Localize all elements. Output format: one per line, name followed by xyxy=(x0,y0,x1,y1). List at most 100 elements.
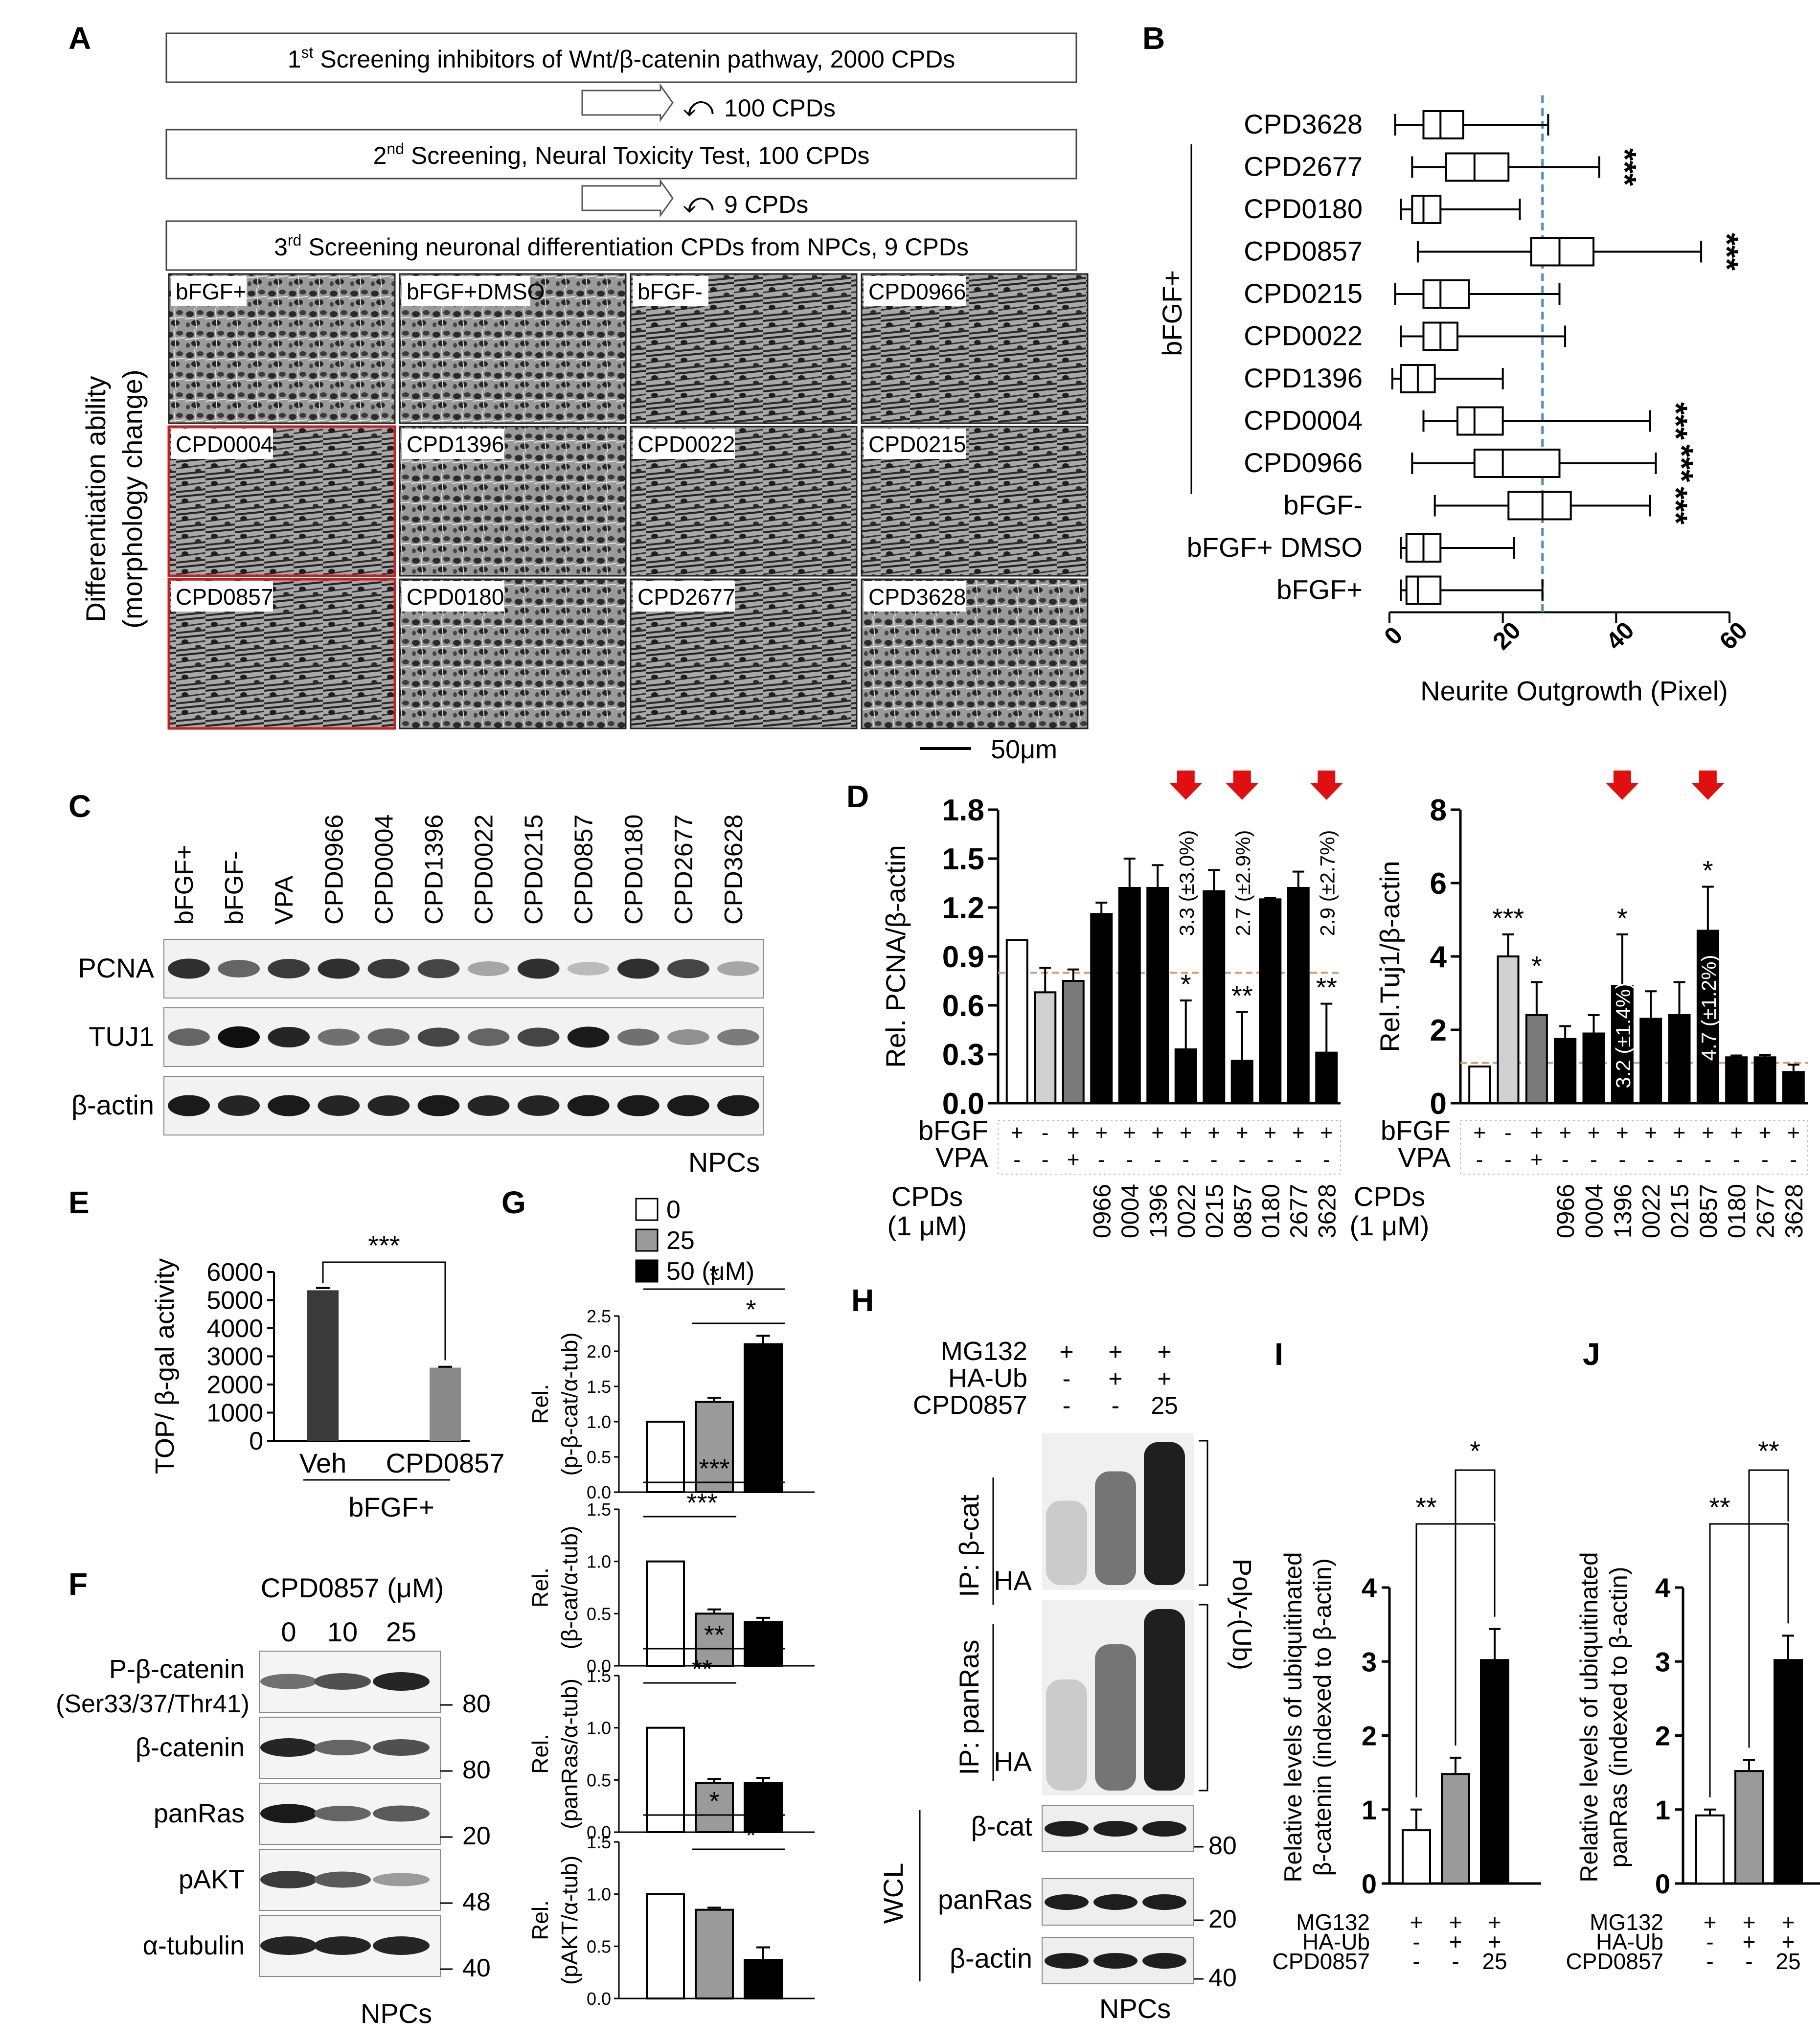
bar xyxy=(1611,985,1634,1104)
y-axis-title: (pAKT/α-tub) xyxy=(557,1856,582,1985)
category-label: CPD0857 xyxy=(1244,236,1363,267)
y-axis-title: Rel. PCNA/β-actin xyxy=(880,845,911,1067)
row-value: + xyxy=(1449,1909,1462,1935)
significance: *** xyxy=(1492,903,1524,933)
tile-label: bFGF+DMSO xyxy=(407,279,545,304)
row-value: + xyxy=(1730,1121,1743,1145)
row-value: - xyxy=(1267,1148,1274,1172)
row-value: - xyxy=(1590,1148,1597,1172)
significance: * xyxy=(1181,969,1191,999)
blot-label: β-actin xyxy=(71,1090,154,1120)
category-label: CPD0004 xyxy=(1244,405,1363,436)
blot-band xyxy=(1093,1894,1138,1910)
y-axis-title: Relative levels of ubiquitinated xyxy=(1279,1552,1307,1882)
significance: * xyxy=(1470,1435,1480,1466)
significance: ** xyxy=(1709,1492,1730,1522)
mw-label: 20 xyxy=(462,1822,491,1850)
micrograph-grid: bFGF+ bFGF+DMSO bFGF- CPD0966 CPD0004 CPD1396… xyxy=(167,273,1089,730)
bar xyxy=(1146,887,1169,1104)
y-tick-label: 1.5 xyxy=(587,1832,611,1852)
condition-grid xyxy=(998,1120,1341,1175)
row-value: - xyxy=(1412,1949,1420,1974)
y-tick-label: 4 xyxy=(1362,1572,1377,1603)
row-value: - xyxy=(1295,1148,1302,1172)
cpd-label: 0022 xyxy=(1173,1184,1200,1238)
blot-band xyxy=(260,1871,317,1888)
row-value: - xyxy=(1323,1148,1330,1172)
blot-band xyxy=(268,1027,310,1047)
significance: *** xyxy=(1663,444,1700,482)
row-value: + xyxy=(1644,1121,1657,1145)
bar xyxy=(646,1726,685,1834)
blot-band xyxy=(168,1095,210,1116)
row-value: + xyxy=(1530,1148,1543,1172)
bar xyxy=(1090,913,1113,1105)
tile-label: CPD3628 xyxy=(868,584,966,610)
cell-label: NPCs xyxy=(1099,1993,1171,2024)
bracket xyxy=(1199,1604,1208,1792)
blot-band xyxy=(260,1804,317,1823)
y-tick-label: 0 xyxy=(1430,1087,1447,1121)
row-value: + xyxy=(1011,1121,1024,1145)
row-label: (1 μM) xyxy=(1350,1210,1430,1241)
cpd-label: 0857 xyxy=(1695,1184,1722,1238)
cpd-label: 3628 xyxy=(1313,1184,1341,1238)
tile-label-bg xyxy=(864,581,966,612)
bar xyxy=(1668,1014,1691,1104)
row-label: HA-Ub xyxy=(1596,1929,1663,1954)
cpd-label: 2677 xyxy=(1752,1184,1779,1238)
y-tick-label: 0.0 xyxy=(942,1087,984,1121)
y-tick-label: 0.0 xyxy=(587,1656,611,1676)
row-value: - xyxy=(1210,1148,1218,1172)
legend-swatch xyxy=(635,1228,659,1252)
blot-band xyxy=(467,961,510,976)
wcl-label: WCL xyxy=(878,1863,909,1924)
row-label: HA-Ub xyxy=(948,1363,1027,1393)
row-label: bFGF xyxy=(1381,1115,1451,1146)
y-tick-label: 1 xyxy=(1362,1794,1377,1825)
legend-swatch xyxy=(635,1198,659,1221)
box xyxy=(1422,279,1470,309)
x-tick-label: 40 xyxy=(1601,616,1639,655)
panel-label-g: G xyxy=(501,1185,526,1220)
micrograph-tile xyxy=(861,273,1089,424)
mw-label: 80 xyxy=(1208,1832,1237,1860)
bar xyxy=(1639,1018,1662,1104)
bar xyxy=(695,1908,734,2000)
row-value: - xyxy=(1733,1148,1740,1172)
bar xyxy=(1525,1014,1548,1104)
y-tick-label: 0.3 xyxy=(942,1038,984,1072)
cpd-label: 0180 xyxy=(1723,1184,1751,1238)
legend-label: 25 xyxy=(666,1226,695,1255)
y-axis-title: panRas (indexed to β-actin) xyxy=(1605,1566,1632,1867)
panel-label-h: H xyxy=(851,1283,874,1318)
tile-label: CPD0004 xyxy=(176,431,273,457)
lane-label: bFGF+ xyxy=(170,845,199,925)
y-axis-title: Relative levels of ubiquitinated xyxy=(1575,1552,1603,1882)
bar xyxy=(646,1893,685,2000)
smear-band xyxy=(1046,1680,1087,1791)
dose-label: 25 xyxy=(386,1616,416,1647)
row-value: + xyxy=(1059,1338,1073,1365)
tile-label-bg xyxy=(633,276,708,306)
bar xyxy=(1497,955,1520,1104)
blot-strip xyxy=(163,1007,764,1067)
panel-label-c: C xyxy=(68,789,91,824)
blot-band xyxy=(1093,1821,1138,1837)
flow-arrow-1 xyxy=(581,83,674,122)
blot-band xyxy=(617,1095,660,1116)
row-value: + xyxy=(1704,1909,1717,1935)
row-value: - xyxy=(1126,1148,1133,1172)
sig-bracket xyxy=(1455,1469,1496,1746)
row-value: - xyxy=(1619,1148,1626,1172)
row-value: - xyxy=(1504,1148,1512,1172)
bar xyxy=(1174,1048,1197,1104)
panel-label-d: D xyxy=(846,779,869,814)
ip-label: IP: panRas xyxy=(954,1639,984,1775)
ip-label: IP: β-cat xyxy=(954,1495,984,1597)
flow-arrow-2 xyxy=(581,179,674,218)
significance: *** xyxy=(699,1454,729,1483)
significance: ** xyxy=(1758,1435,1779,1466)
